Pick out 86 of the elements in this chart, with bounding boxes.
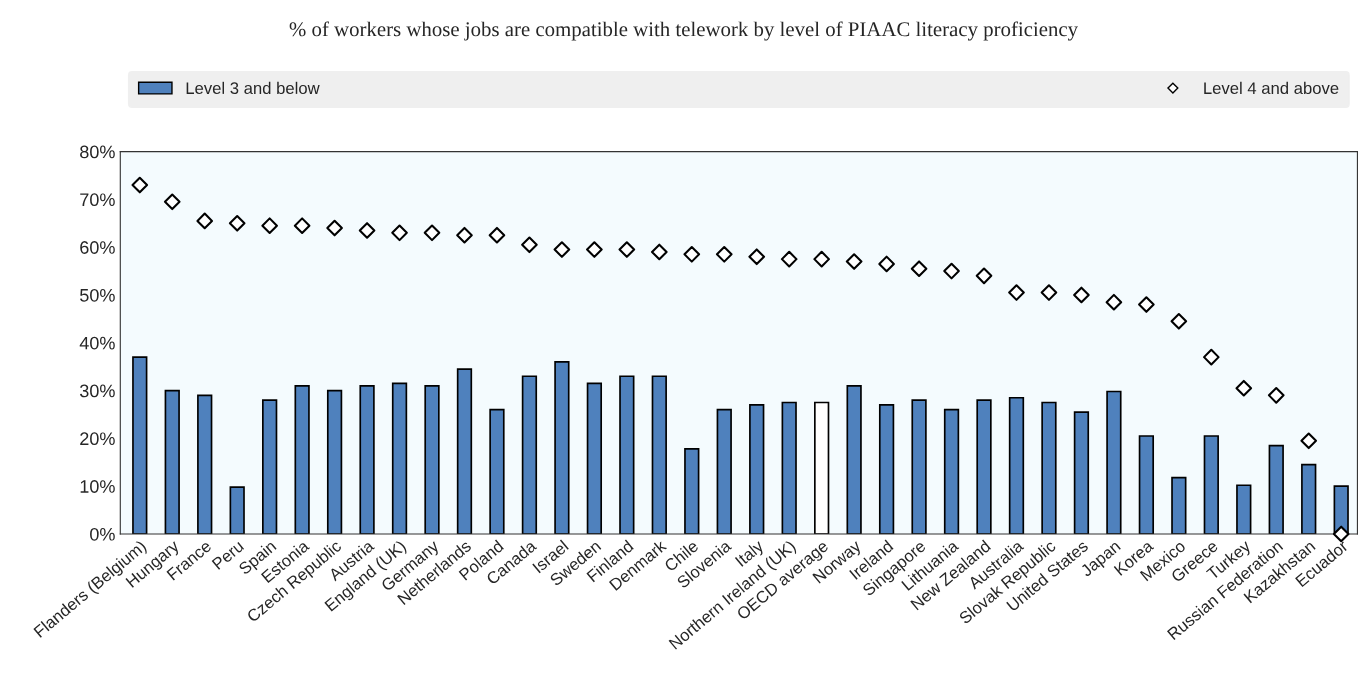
bar	[1236, 484, 1252, 534]
point	[293, 217, 311, 234]
bar	[1008, 396, 1025, 534]
bar	[1073, 411, 1090, 534]
point	[261, 217, 278, 234]
y-tick-label: 10%	[80, 480, 115, 493]
y-tick-label: 50%	[80, 288, 115, 302]
point	[1040, 284, 1058, 301]
point	[1073, 286, 1090, 304]
y-tick-label: 70%	[80, 193, 115, 207]
bar	[1301, 463, 1317, 534]
bar	[943, 408, 960, 534]
point	[748, 248, 766, 266]
point	[1138, 296, 1155, 313]
point	[488, 226, 506, 244]
bar	[1138, 435, 1155, 534]
point	[553, 241, 571, 258]
bar	[456, 368, 473, 534]
point	[196, 212, 214, 230]
bar	[976, 399, 992, 534]
y-tick-label: 0%	[90, 527, 115, 541]
bar	[294, 384, 310, 534]
point	[715, 246, 733, 263]
bar	[424, 384, 440, 534]
bar	[651, 375, 667, 534]
chart-title: % of workers whose jobs are compatible with telework by level of PIAAC literacy proficiency	[289, 21, 1078, 41]
bar	[554, 361, 570, 534]
point	[521, 236, 538, 254]
y-tick-label: 20%	[80, 432, 115, 446]
point	[845, 253, 863, 270]
bar	[262, 399, 278, 534]
point	[131, 176, 149, 194]
point	[1202, 348, 1220, 366]
bar	[521, 375, 538, 534]
bar	[132, 356, 148, 534]
bar	[1203, 435, 1219, 534]
point	[1300, 432, 1318, 450]
bar	[586, 382, 603, 534]
bar	[359, 384, 375, 534]
point	[326, 219, 343, 237]
point	[975, 267, 993, 285]
point	[618, 241, 636, 258]
point	[813, 250, 830, 268]
point	[1332, 525, 1350, 543]
point	[228, 214, 246, 232]
bar	[878, 404, 895, 534]
y-tick-label: 80%	[80, 145, 115, 159]
point	[1170, 312, 1188, 330]
bar	[1268, 444, 1284, 534]
point	[943, 262, 960, 280]
bar	[846, 384, 862, 534]
point	[423, 224, 441, 242]
y-tick-label: 40%	[79, 336, 115, 350]
point	[650, 243, 668, 261]
bar	[1041, 401, 1057, 534]
point	[456, 226, 473, 244]
point	[1235, 379, 1253, 397]
bar	[781, 401, 797, 534]
point	[878, 255, 895, 273]
bar	[716, 408, 732, 534]
point	[1267, 387, 1285, 404]
point	[910, 260, 928, 278]
bar	[749, 404, 765, 534]
bar	[326, 389, 343, 534]
bar	[1171, 476, 1187, 534]
bar	[164, 389, 180, 534]
point	[391, 224, 408, 242]
bar	[619, 375, 635, 534]
point	[586, 241, 603, 258]
legend-label: Level 4 and above	[1204, 81, 1339, 95]
y-tick-label: 30%	[79, 384, 115, 398]
point	[780, 250, 798, 268]
bar	[684, 448, 700, 534]
point	[163, 193, 181, 211]
y-tick-label: 60%	[80, 241, 115, 254]
point	[1008, 284, 1025, 301]
point	[1105, 293, 1123, 311]
point	[683, 246, 701, 263]
point	[358, 222, 376, 239]
bar	[911, 399, 927, 534]
bar	[489, 408, 505, 534]
bar	[1106, 390, 1122, 534]
legend-label: Level 3 and below	[186, 81, 320, 95]
bar	[197, 394, 213, 534]
bar	[229, 486, 245, 534]
bar	[391, 382, 408, 534]
